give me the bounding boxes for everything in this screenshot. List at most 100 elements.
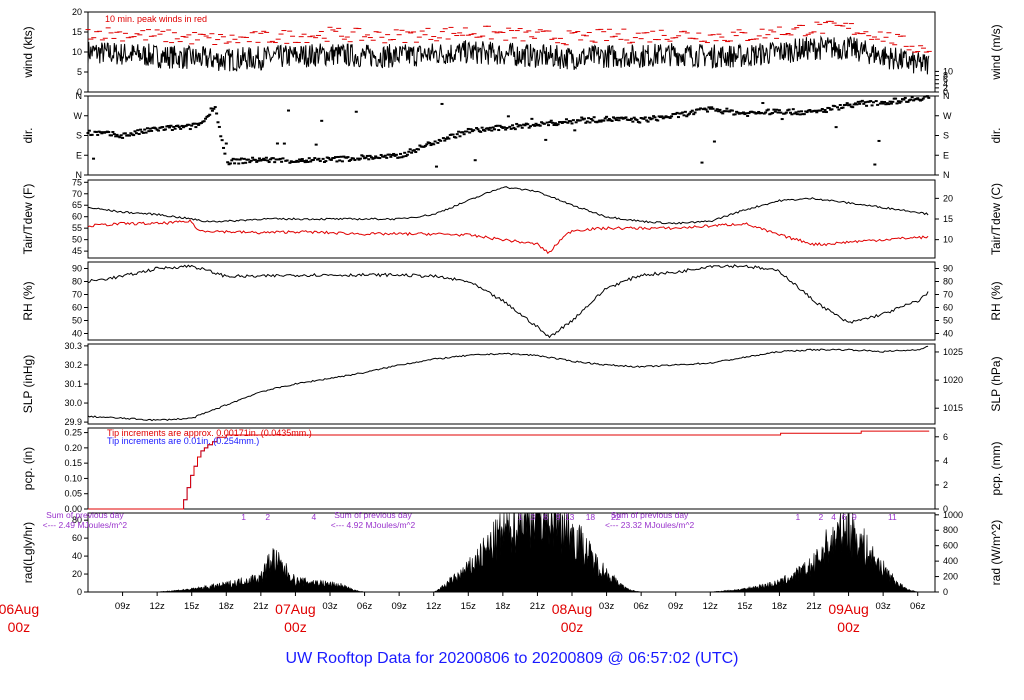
direction-point [645,119,649,122]
direction-point [390,153,394,156]
direction-point [163,128,167,131]
direction-point [689,110,693,113]
direction-point [465,130,469,133]
direction-point [298,158,302,161]
y-tick-label: 29.9 [64,417,82,427]
direction-point [656,119,660,122]
y-tick-label: 60 [72,533,82,543]
direction-point [916,97,920,100]
direction-point [235,158,239,161]
y-axis-label: SLP (inHg) [21,355,35,413]
y-tick-label-right: 6 [943,75,948,85]
panel-temp [84,179,939,259]
direction-point [303,161,307,164]
direction-point [784,111,788,114]
direction-point [877,139,881,142]
x-tick-label: 12z [426,601,442,612]
direction-point [833,105,837,108]
direction-point [912,99,916,102]
direction-point [228,162,232,165]
x-tick-label: 18z [219,601,235,612]
direction-point [624,116,628,119]
chart-title: UW Rooftop Data for 20200806 to 20200809… [285,650,739,667]
y-tick-label: 40 [72,329,82,339]
direction-point [263,159,267,162]
direction-point [87,129,91,132]
y-tick-label: 75 [72,177,82,187]
direction-point [280,160,284,163]
direction-point [244,161,248,164]
y-axis-label: RH (%) [21,281,35,320]
direction-point [755,112,759,115]
direction-point [505,127,509,130]
y-tick-label: 45 [72,246,82,256]
direction-point [246,158,250,161]
direction-point [653,116,657,119]
direction-point [632,116,636,119]
direction-point [339,155,343,158]
direction-point [180,124,184,127]
direction-point [173,127,177,130]
direction-point [787,108,791,111]
direction-point [511,124,515,127]
direction-point [688,112,692,115]
direction-point [143,128,147,131]
top-mark-label: 2 [819,512,824,522]
direction-point [910,96,914,99]
direction-point [387,153,391,156]
direction-point [119,134,123,137]
direction-point [475,127,479,130]
direction-point [285,159,289,162]
top-mark-label: 22 [611,512,621,522]
direction-point [692,113,696,116]
series-line-temp-0 [87,186,929,225]
direction-point [880,100,884,103]
direction-point [281,157,285,160]
direction-point [216,121,220,124]
direction-point [346,156,350,159]
direction-point [242,157,246,160]
y-tick-label-right: 600 [943,541,958,551]
direction-point [140,130,144,133]
direction-point [544,138,548,141]
direction-point [353,159,357,162]
y-tick-label: 0.20 [64,443,82,453]
direction-point [111,131,115,134]
x-tick-label: 03z [875,601,891,612]
top-mark-label: 2 [265,512,270,522]
direction-point [327,156,331,159]
top-mark-label: 6 [842,512,847,522]
direction-point [540,121,544,124]
direction-point [428,141,432,144]
x-tick-label: 15z [737,601,753,612]
direction-point [798,113,802,116]
direction-point [490,129,494,132]
direction-point [224,142,228,145]
direction-point [98,131,102,134]
direction-point [307,157,311,160]
y-tick-label-right: 0 [943,504,948,514]
direction-point [869,100,873,103]
direction-point [823,109,827,112]
direction-point [690,109,694,112]
direction-point [473,159,477,162]
direction-point [157,129,161,132]
direction-point [311,158,315,161]
direction-point [208,113,212,116]
direction-point [638,121,642,124]
direction-point [188,128,192,131]
direction-point [643,116,647,119]
direction-point [118,136,122,139]
x-tick-label: 21z [530,601,546,612]
direction-point [379,153,383,156]
y-tick-label: 15 [72,27,82,37]
direction-point [704,108,708,111]
direction-point [357,158,361,161]
y-tick-label: N [76,170,83,180]
direction-point [444,137,448,140]
direction-point [469,128,473,131]
direction-point [260,158,264,161]
direction-point [909,98,913,101]
direction-point [123,132,127,135]
